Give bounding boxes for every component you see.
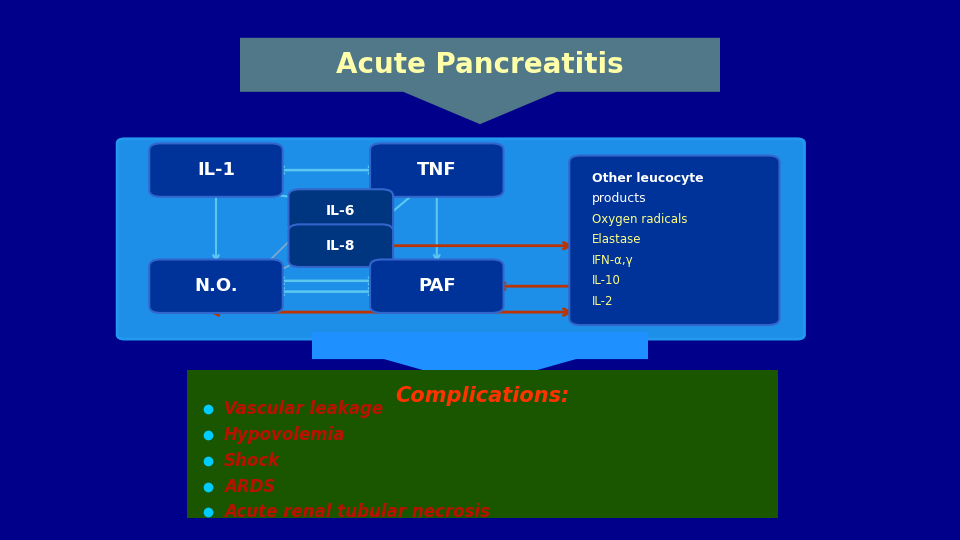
Text: IFN-α,γ: IFN-α,γ [592, 254, 634, 267]
FancyBboxPatch shape [569, 156, 780, 325]
Text: IL-6: IL-6 [326, 204, 355, 218]
Text: IL-2: IL-2 [592, 295, 613, 308]
Polygon shape [312, 332, 648, 386]
Text: ARDS: ARDS [224, 477, 276, 496]
Text: Acute Pancreatitis: Acute Pancreatitis [336, 51, 624, 79]
Text: Elastase: Elastase [592, 233, 642, 246]
Text: IL-10: IL-10 [592, 274, 621, 287]
FancyBboxPatch shape [370, 143, 503, 197]
Text: Complications:: Complications: [396, 386, 569, 406]
Text: N.O.: N.O. [194, 277, 238, 295]
Text: Hypovolemia: Hypovolemia [224, 426, 346, 444]
Text: IL-8: IL-8 [326, 239, 355, 253]
FancyBboxPatch shape [150, 260, 282, 313]
FancyBboxPatch shape [288, 225, 394, 267]
FancyBboxPatch shape [370, 260, 503, 313]
Text: IL-1: IL-1 [197, 161, 235, 179]
Text: Other leucocyte: Other leucocyte [592, 172, 704, 185]
Text: Acute renal tubular necrosis: Acute renal tubular necrosis [224, 503, 490, 522]
Text: Shock: Shock [224, 451, 279, 470]
FancyBboxPatch shape [187, 370, 778, 518]
FancyBboxPatch shape [117, 139, 804, 339]
Text: Oxygen radicals: Oxygen radicals [592, 213, 687, 226]
Text: Vascular leakage: Vascular leakage [224, 400, 383, 418]
FancyBboxPatch shape [150, 143, 282, 197]
Polygon shape [240, 38, 720, 124]
Text: TNF: TNF [417, 161, 457, 179]
Text: products: products [592, 192, 647, 205]
Text: PAF: PAF [418, 277, 456, 295]
FancyBboxPatch shape [288, 190, 394, 232]
